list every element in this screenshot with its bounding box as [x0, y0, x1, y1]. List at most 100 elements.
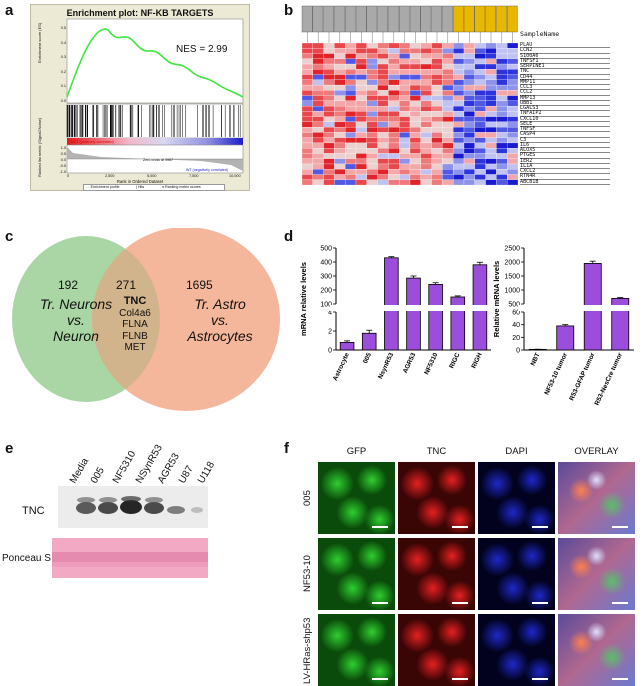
heatmap-cell	[355, 53, 367, 59]
heatmap-cell	[431, 153, 443, 159]
heatmap-cell	[312, 111, 324, 117]
gene-label: PLAU	[520, 42, 610, 49]
gene-label: CXCL10	[520, 116, 610, 122]
heatmap-cell	[355, 127, 367, 133]
heatmap-cell	[312, 127, 324, 133]
heatmap-cell	[474, 137, 486, 144]
heatmap-cell	[355, 48, 367, 54]
heatmap-cell	[399, 42, 411, 49]
heatmap-cell	[507, 90, 519, 96]
heatmap-cell	[453, 69, 465, 75]
gene-label: TNC	[520, 68, 610, 75]
heatmap-cell	[345, 79, 357, 86]
heatmap-cell	[409, 69, 421, 75]
category-label: NF53-10 tumor	[543, 351, 569, 396]
heatmap-cell	[399, 84, 411, 91]
heatmap-cell	[453, 95, 465, 101]
heatmap-cell	[463, 142, 475, 149]
ponceau-band-svg	[52, 552, 208, 567]
negative-label: WT (negatively correlated)	[186, 168, 229, 172]
heatmap-cell	[453, 132, 465, 138]
heatmap-cell	[323, 116, 335, 123]
heatmap-cell	[366, 42, 378, 49]
scale-bar	[372, 526, 388, 528]
heatmap-cell	[485, 90, 497, 96]
heatmap-cell	[409, 63, 421, 70]
heatmap-cell	[345, 105, 357, 112]
heatmap-cell	[420, 153, 432, 159]
heatmap-cell	[312, 179, 324, 186]
heatmap-cell	[345, 111, 357, 117]
bar	[339, 342, 355, 351]
heatmap-cell	[377, 137, 389, 144]
heatmap-cell	[485, 74, 497, 80]
heatmap-cell	[388, 116, 400, 123]
heatmap-cell	[355, 179, 367, 186]
heatmap-cell	[334, 163, 346, 170]
heatmap-cell	[312, 132, 324, 138]
heatmap-cell	[453, 148, 465, 154]
gene-label: SERPINE1	[520, 63, 610, 70]
heatmap-cell	[431, 116, 443, 123]
category-label: RIGC	[448, 352, 461, 370]
gsea-svg	[66, 18, 244, 174]
heatmap-cell	[431, 48, 443, 54]
heatmap-cell	[442, 48, 454, 54]
heatmap-cell	[355, 153, 367, 159]
rank-tick: 2,500	[105, 174, 115, 178]
heatmap-cell	[485, 174, 497, 180]
hit-marks	[66, 105, 241, 137]
heatmap-cell	[496, 142, 508, 149]
y-tick-label: 40	[512, 322, 520, 329]
heatmap-cell	[388, 48, 400, 54]
heatmap-cell	[420, 69, 432, 75]
heatmap-cell	[453, 58, 465, 65]
heatmap-cell	[355, 163, 367, 170]
heatmap-cell	[474, 163, 486, 170]
micrograph-gfp	[318, 462, 395, 534]
heatmap-cell	[485, 179, 497, 186]
heatmap-cell	[409, 174, 421, 180]
bar	[428, 284, 443, 351]
heatmap-cell	[485, 148, 497, 154]
heatmap-cell	[420, 158, 432, 165]
heatmap-cell	[409, 100, 421, 107]
heatmap-cell	[312, 142, 324, 149]
heatmap-cell	[355, 111, 367, 117]
y-tick-label: 200	[320, 288, 332, 295]
heatmap-cell	[463, 158, 475, 165]
zero-cross-label: Zero cross at 4967	[143, 158, 173, 162]
heatmap-cell	[334, 95, 346, 101]
heatmap-cell	[453, 163, 465, 170]
heatmap-cell	[431, 163, 443, 170]
heatmap-cell	[496, 158, 508, 165]
heatmap-cell	[442, 69, 454, 75]
y-axis-label: mRNA relative levels	[299, 262, 308, 336]
heatmap-cell	[312, 42, 324, 49]
heatmap-cell	[323, 121, 335, 128]
sample-header	[452, 5, 464, 33]
scale-bar	[532, 602, 548, 604]
heatmap-cell	[442, 111, 454, 117]
scale-bar	[452, 602, 468, 604]
heatmap-cell	[345, 148, 357, 154]
es-tick: 0.4	[60, 40, 66, 45]
heatmap-cell	[345, 163, 357, 170]
heatmap-cell	[323, 163, 335, 170]
heatmap-cell	[366, 69, 378, 75]
heatmap-cell	[453, 79, 465, 86]
heatmap-cell	[453, 158, 465, 165]
heatmap-cell	[377, 163, 389, 170]
category-label: R53-GFAP tumor	[568, 351, 596, 401]
heatmap-cell	[355, 121, 367, 128]
heatmap-cell	[485, 79, 497, 86]
metric-axis-label: Ranked list metric (Signal2Noise)	[37, 117, 42, 177]
heatmap-cell	[442, 42, 454, 49]
heatmap-cell	[345, 48, 357, 54]
heatmap-cell	[431, 69, 443, 75]
heatmap-cell	[409, 142, 421, 149]
heatmap-cell	[355, 142, 367, 149]
sample-header	[398, 5, 410, 33]
heatmap-cell	[377, 95, 389, 101]
heatmap-cell	[420, 137, 432, 144]
